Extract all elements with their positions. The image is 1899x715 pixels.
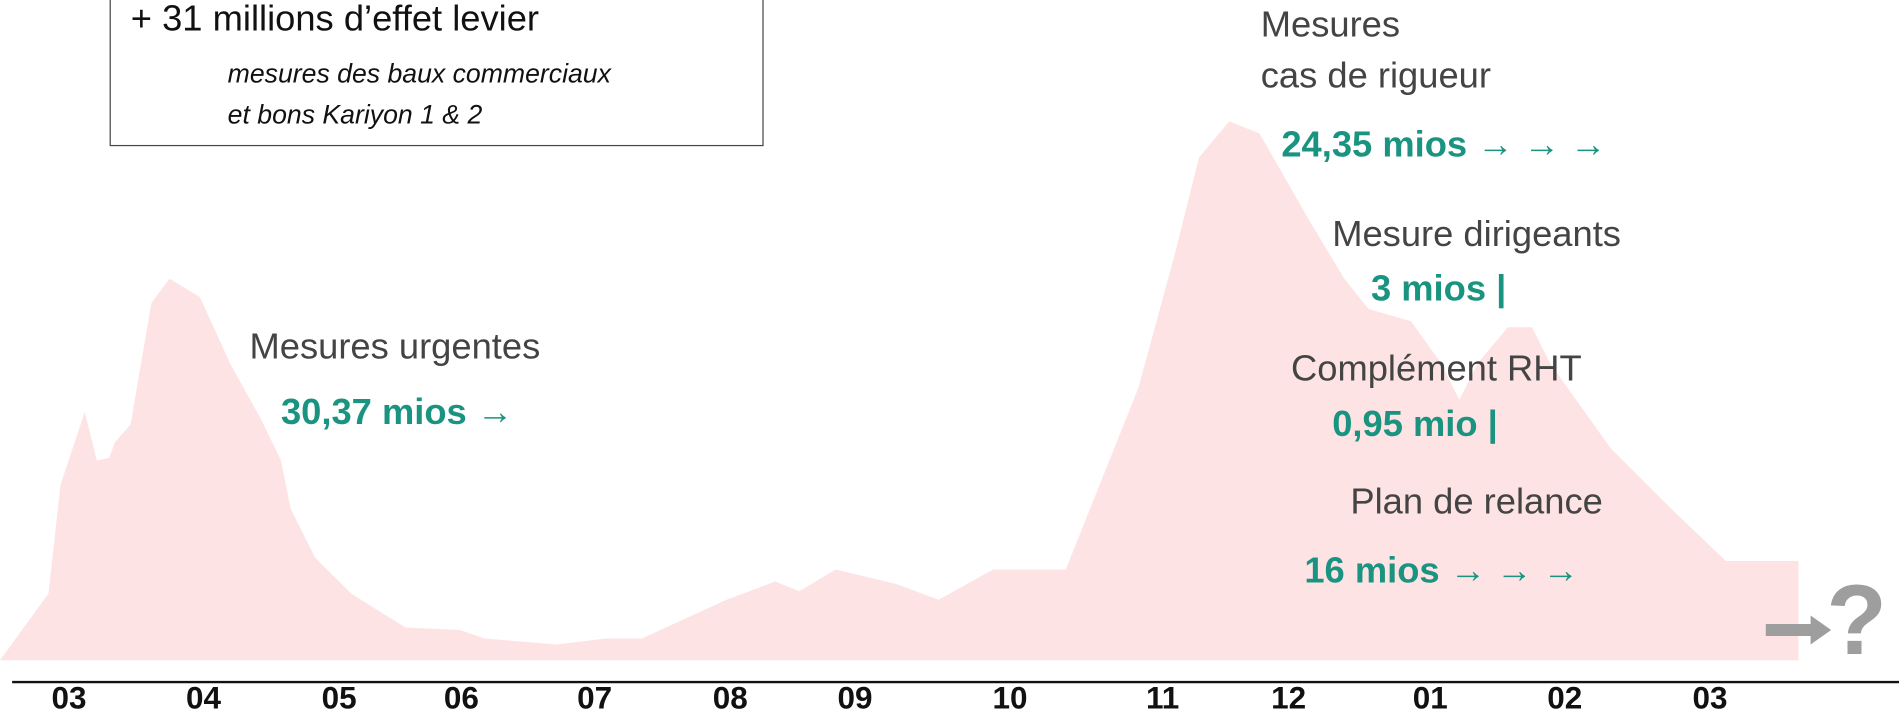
measure-amount: 0,95 mio |	[1332, 403, 1498, 445]
wave-area	[0, 121, 1799, 661]
box-line: mesures des baux commerciaux	[228, 58, 613, 88]
month-label: 02	[1547, 681, 1582, 715]
month-label: 11	[1146, 681, 1179, 715]
month-label: 07	[577, 681, 612, 715]
month-label: 06	[444, 681, 479, 715]
measure-label: Plan de relance	[1350, 481, 1602, 522]
future-arrow	[1765, 615, 1832, 645]
measure-label: Mesures	[1261, 3, 1400, 44]
month-labels: 03 04 05 06 07 08 09 10 11 12 01 02 03	[52, 681, 1728, 715]
future-mark: ?	[1826, 565, 1887, 676]
month-label: 03	[52, 681, 87, 715]
measure-amount: 3 mios |	[1371, 267, 1506, 309]
month-label: 09	[838, 681, 873, 715]
info-box	[109, 0, 764, 147]
measure-label: Complément RHT	[1291, 347, 1582, 388]
month-label: 05	[322, 681, 357, 715]
month-label: 01	[1413, 681, 1448, 715]
measure-label: cas de rigueur	[1261, 54, 1491, 95]
month-label: 08	[713, 681, 748, 715]
month-label: 04	[186, 681, 222, 715]
month-label: 03	[1693, 681, 1728, 715]
month-label: 12	[1271, 681, 1306, 715]
measure-label: Mesure dirigeants	[1332, 213, 1621, 254]
box-title: + 31 millions d’effet levier	[131, 0, 539, 38]
measure-amount: 30,37 mios →	[281, 391, 513, 432]
measure-amount: 16 mios → → →	[1304, 550, 1579, 591]
box-line: et bons Kariyon 1 & 2	[228, 100, 483, 130]
measure-label: Mesures urgentes	[249, 326, 540, 367]
measure-amount: 24,35 mios → → →	[1281, 123, 1606, 164]
month-label: 10	[993, 681, 1028, 715]
